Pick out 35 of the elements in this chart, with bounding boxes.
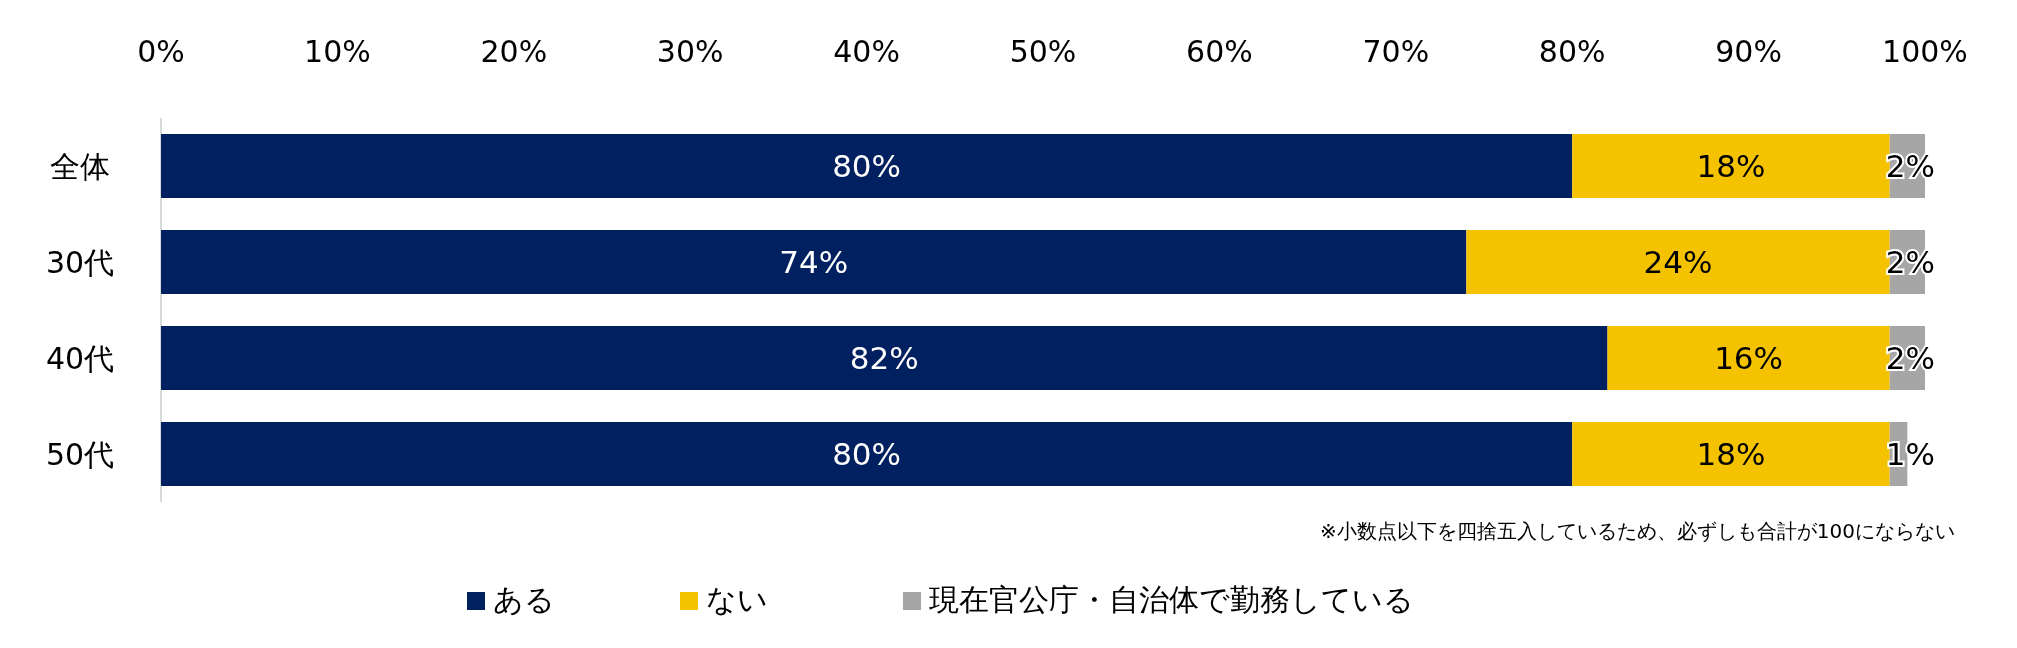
- x-tick-label: 70%: [1362, 34, 1430, 69]
- x-tick-label: 30%: [656, 34, 724, 69]
- x-tick-label: 80%: [1538, 34, 1606, 69]
- data-label: 18%: [1696, 148, 1766, 184]
- bar: [1607, 326, 1890, 390]
- x-tick-label: 0%: [137, 34, 185, 69]
- bar: [1572, 134, 1890, 198]
- data-label: 80%: [832, 148, 902, 184]
- legend-label: 現在官公庁・自治体で勤務している: [929, 582, 1414, 617]
- y-tick-label: 30代: [45, 245, 115, 280]
- x-tick-label: 40%: [833, 34, 900, 69]
- x-tick-label: 100%: [1882, 34, 1968, 69]
- data-label: 24%: [1643, 244, 1713, 280]
- x-tick-label: 50%: [1009, 34, 1077, 69]
- y-tick-label: 50代: [45, 437, 115, 472]
- bar: [1572, 422, 1890, 486]
- data-label: 16%: [1714, 340, 1784, 376]
- data-label: 18%: [1696, 436, 1766, 472]
- data-label: 80%: [832, 436, 902, 472]
- bar: [161, 134, 1573, 198]
- x-tick-label: 10%: [304, 34, 371, 69]
- y-tick-label: 40代: [45, 341, 115, 376]
- data-label: 74%: [779, 244, 849, 280]
- y-tick-label: 全体: [50, 149, 110, 184]
- legend-label: ない: [706, 582, 768, 617]
- bar: [1466, 230, 1890, 294]
- bar: [161, 326, 1608, 390]
- x-tick-label: 60%: [1186, 34, 1253, 69]
- legend-label: ある: [493, 582, 555, 617]
- data-label: 82%: [849, 340, 919, 376]
- bar: [161, 230, 1467, 294]
- x-tick-label: 20%: [480, 34, 548, 69]
- bar: [161, 422, 1573, 486]
- text: ※小数点以下を四捨五入しているため、必ずしも合計が100にならない: [1320, 519, 1955, 543]
- x-tick-label: 90%: [1715, 34, 1782, 69]
